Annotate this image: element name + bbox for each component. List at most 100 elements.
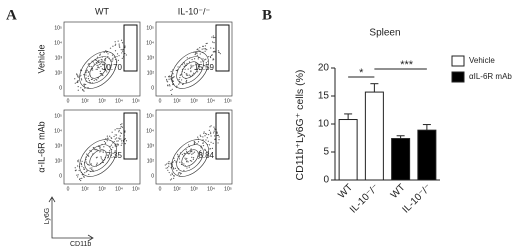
event-dot bbox=[92, 61, 94, 63]
event-dot bbox=[100, 63, 102, 65]
event-dot bbox=[183, 169, 185, 172]
event-dot bbox=[204, 59, 206, 61]
event-dot bbox=[168, 78, 170, 80]
event-dot bbox=[122, 48, 124, 51]
event-dot bbox=[81, 160, 83, 162]
y-tick-label: 10⁴ bbox=[146, 128, 154, 134]
axis-arrow bbox=[48, 196, 94, 242]
event-dot bbox=[202, 45, 204, 47]
event-dot bbox=[85, 70, 88, 72]
event-dot bbox=[99, 146, 101, 148]
event-dot bbox=[116, 137, 118, 139]
x-tick-label: 10² bbox=[81, 98, 89, 104]
event-dot bbox=[93, 148, 95, 151]
event-dot bbox=[96, 79, 98, 81]
event-dot bbox=[204, 45, 206, 47]
event-dot bbox=[203, 131, 205, 133]
event-dot bbox=[191, 66, 193, 68]
event-dot bbox=[173, 168, 175, 170]
event-dot bbox=[206, 133, 208, 135]
x-tick-label: 10⁴ bbox=[115, 186, 123, 192]
contour bbox=[171, 51, 209, 89]
event-dot bbox=[168, 75, 170, 78]
event-dot bbox=[201, 48, 203, 50]
event-dot bbox=[179, 74, 181, 76]
event-dot bbox=[202, 58, 204, 60]
legend-label: Vehicle bbox=[469, 56, 495, 65]
event-dot bbox=[95, 61, 97, 64]
event-dot bbox=[178, 83, 180, 85]
event-dot bbox=[180, 163, 183, 166]
event-dot bbox=[186, 74, 188, 76]
bar bbox=[391, 138, 411, 181]
event-dot bbox=[106, 71, 108, 73]
event-dot bbox=[179, 82, 181, 84]
event-dot bbox=[212, 35, 214, 37]
event-dot bbox=[95, 68, 97, 70]
event-dot bbox=[192, 152, 194, 154]
contour bbox=[176, 144, 204, 172]
event-dot bbox=[88, 164, 90, 166]
x-tick-label: 10⁵ bbox=[132, 98, 140, 104]
event-dot bbox=[185, 80, 187, 83]
contour bbox=[84, 56, 112, 84]
event-dot bbox=[170, 178, 173, 180]
event-dot bbox=[106, 135, 108, 137]
event-dot bbox=[214, 128, 216, 130]
event-dot bbox=[179, 161, 181, 163]
y-tick-label: 0 bbox=[59, 85, 62, 91]
event-dot bbox=[185, 151, 188, 153]
significance: * bbox=[359, 67, 364, 79]
event-dot bbox=[110, 137, 112, 139]
event-dot bbox=[205, 48, 207, 50]
event-dot bbox=[179, 173, 182, 175]
panel-letter: A bbox=[6, 7, 17, 23]
event-dot bbox=[178, 172, 180, 174]
event-dot bbox=[109, 135, 111, 137]
event-dot bbox=[195, 52, 197, 55]
event-dot bbox=[92, 147, 95, 149]
event-dot bbox=[121, 123, 123, 125]
event-dot bbox=[202, 142, 204, 144]
event-dot bbox=[210, 125, 212, 127]
event-dot bbox=[125, 54, 127, 56]
y-tick-label: 10³ bbox=[147, 55, 155, 61]
y-tick-label: 10² bbox=[147, 70, 155, 76]
event-dot bbox=[197, 48, 199, 50]
event-dot bbox=[218, 51, 220, 54]
x-tick-label: 10³ bbox=[190, 98, 198, 104]
event-dot bbox=[205, 151, 208, 153]
event-dot bbox=[88, 65, 91, 67]
event-dot bbox=[171, 173, 174, 175]
event-dot bbox=[74, 167, 76, 169]
y-tick-label: 10⁵ bbox=[54, 113, 62, 119]
event-dot bbox=[107, 53, 109, 55]
x-tick-label: 10⁴ bbox=[115, 98, 123, 104]
event-dot bbox=[173, 157, 175, 159]
event-dot bbox=[196, 52, 198, 54]
event-dot bbox=[81, 79, 83, 81]
legend-swatch bbox=[451, 55, 465, 67]
event-dot bbox=[95, 149, 97, 151]
y-tick-label: 10⁵ bbox=[146, 25, 154, 31]
event-dot bbox=[78, 169, 80, 172]
event-dot bbox=[112, 152, 114, 154]
y-tick-label: 10⁴ bbox=[146, 40, 154, 46]
event-dot bbox=[93, 79, 95, 82]
event-dot bbox=[120, 39, 123, 41]
event-dot bbox=[105, 70, 107, 72]
event-dot bbox=[79, 177, 81, 180]
event-dot bbox=[101, 68, 103, 70]
significance: *** bbox=[400, 59, 414, 71]
event-dot bbox=[114, 138, 116, 140]
event-dot bbox=[194, 53, 196, 56]
event-dot bbox=[207, 140, 209, 142]
y-tick-label: 0 bbox=[59, 173, 62, 179]
contour bbox=[171, 139, 209, 177]
event-dot bbox=[97, 65, 99, 67]
event-dot bbox=[103, 51, 105, 53]
event-dot bbox=[203, 132, 205, 134]
event-dot bbox=[84, 87, 86, 89]
y-tick-label: 10² bbox=[147, 158, 155, 164]
event-dot bbox=[193, 142, 195, 144]
